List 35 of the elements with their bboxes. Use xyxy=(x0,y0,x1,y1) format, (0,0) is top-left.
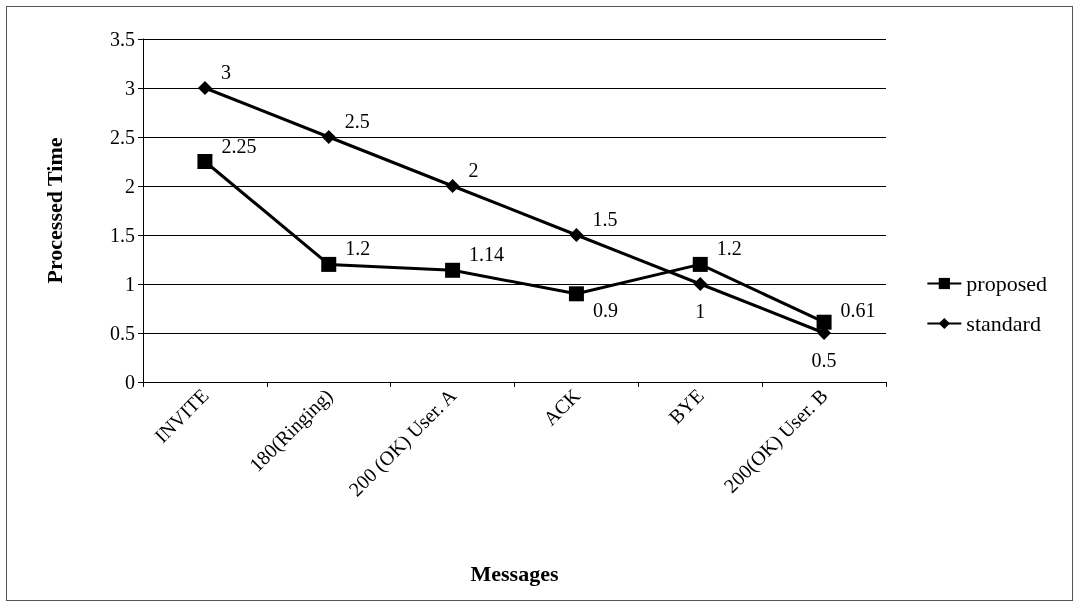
point xyxy=(197,154,213,169)
point xyxy=(321,256,337,272)
legend-label: standard xyxy=(966,311,1041,336)
data-label: 1.14 xyxy=(469,243,505,266)
data-label: 2 xyxy=(468,159,479,181)
legend-label: proposed xyxy=(966,271,1047,296)
point xyxy=(568,286,584,302)
data-label: 1.5 xyxy=(592,208,618,230)
data-label: 1.2 xyxy=(345,237,371,260)
data-label: 2.25 xyxy=(221,134,257,157)
data-label: 1.2 xyxy=(716,237,742,260)
point xyxy=(569,228,584,242)
y-tick-label: 3.5 xyxy=(110,28,135,50)
data-label: 2.5 xyxy=(344,110,370,132)
data-label: 3 xyxy=(220,61,231,83)
data-label: 1 xyxy=(695,300,706,322)
y-tick-label: 0.5 xyxy=(110,322,135,344)
y-tick-label: 2 xyxy=(125,175,135,197)
point xyxy=(321,130,336,144)
y-tick-label: 1.5 xyxy=(110,224,135,246)
y-tick-label: 2.5 xyxy=(110,126,135,148)
x-axis-title: Messages xyxy=(470,560,559,586)
y-axis-title: Processed Time xyxy=(41,137,67,284)
y-tick-label: 1 xyxy=(125,273,135,295)
data-label: 0.61 xyxy=(840,299,876,322)
point xyxy=(693,277,708,291)
y-tick-label: 3 xyxy=(125,77,135,99)
data-label: 0.9 xyxy=(592,298,618,321)
y-tick-label: 0 xyxy=(125,371,135,393)
point xyxy=(692,256,708,272)
data-label: 0.5 xyxy=(811,349,837,371)
point xyxy=(816,314,832,330)
point xyxy=(197,81,212,95)
point xyxy=(445,262,461,278)
point xyxy=(445,179,460,193)
